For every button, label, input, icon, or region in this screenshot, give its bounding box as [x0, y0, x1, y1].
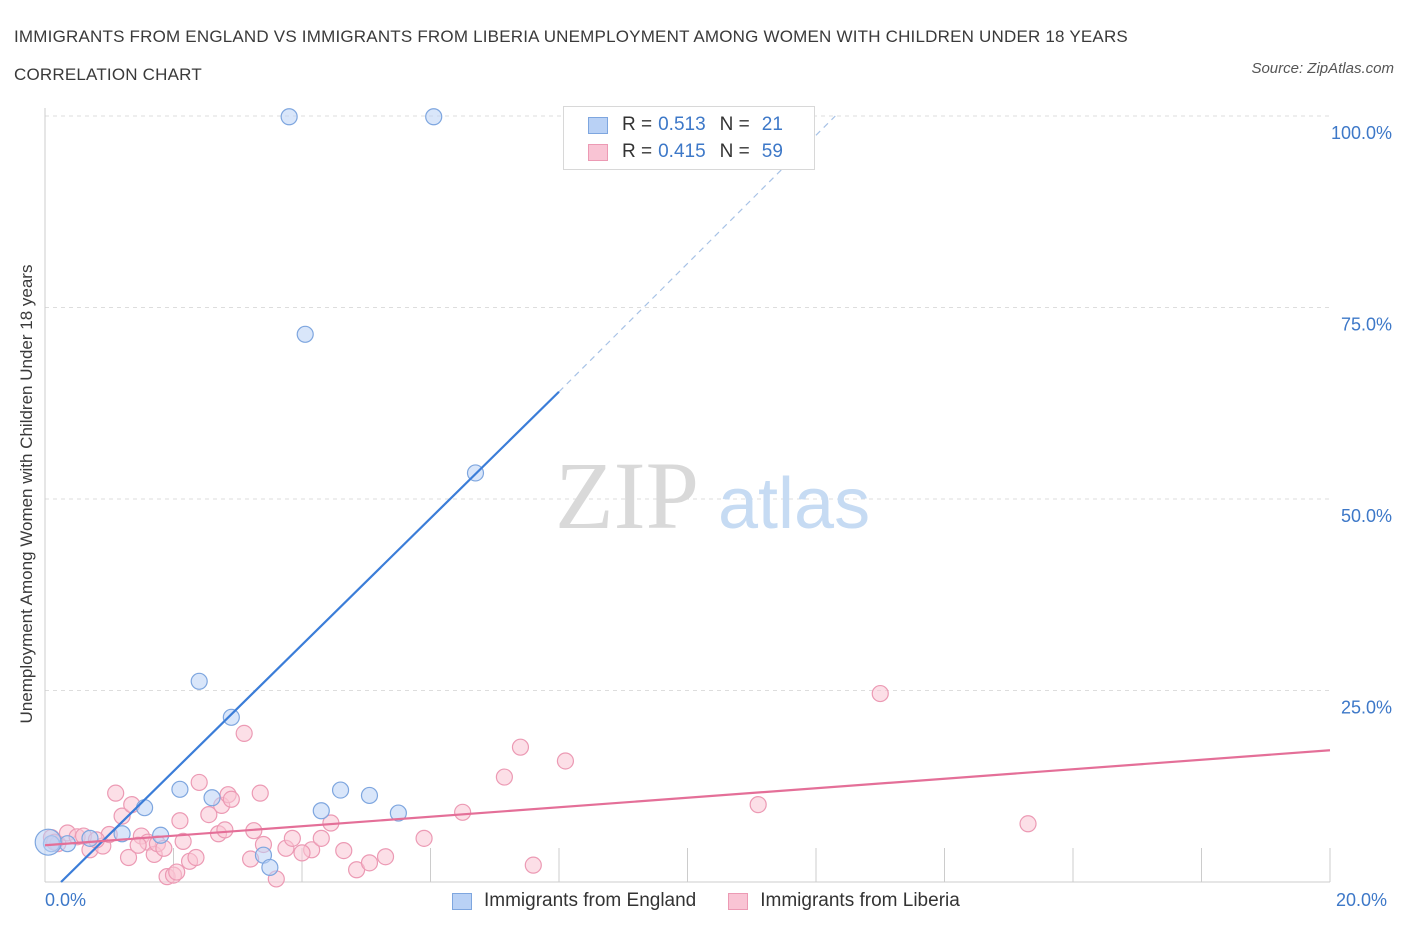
liberia-point: [495, 768, 513, 786]
england-point: [135, 799, 154, 817]
liberia-point: [119, 848, 138, 867]
england-point: [296, 325, 314, 343]
liberia-r-value: 0.415: [658, 141, 706, 162]
liberia-point: [222, 790, 240, 808]
liberia-n-value: 59: [761, 141, 783, 162]
england-point: [261, 858, 279, 877]
england-point: [113, 825, 131, 843]
liberia-point: [454, 803, 472, 821]
england-point: [190, 672, 208, 690]
liberia-point: [216, 821, 234, 839]
liberia-point: [113, 807, 131, 825]
england-point: [389, 804, 407, 822]
england-n-value: 21: [761, 114, 783, 135]
source-label: Source: ZipAtlas.com: [1251, 60, 1394, 77]
england-swatch: [588, 116, 608, 134]
liberia-point: [871, 684, 889, 703]
liberia-swatch: [588, 143, 608, 161]
england-point: [34, 828, 62, 856]
liberia-point: [171, 812, 189, 830]
trend-lines: [44, 115, 1331, 883]
watermark-zip: ZIP: [555, 442, 699, 549]
y-tick-label: 50.0%: [1341, 506, 1392, 526]
correlation-legend: R = 0.513 N = 21 R = 0.415 N = 59: [563, 106, 815, 170]
liberia-point: [235, 724, 253, 742]
england-point: [171, 780, 189, 798]
y-axis-label: Unemployment Among Women with Children U…: [17, 264, 36, 724]
liberia-point: [1019, 815, 1037, 833]
legend-row-liberia: R = 0.415 N = 59: [588, 140, 789, 164]
liberia-point: [556, 752, 575, 770]
series-england: [34, 108, 485, 877]
liberia-point: [511, 738, 530, 756]
england-point: [81, 829, 99, 847]
watermark: ZIP atlas: [555, 442, 870, 549]
liberia-point: [524, 856, 542, 874]
england-point: [280, 108, 298, 126]
legend-item-england: Immigrants from England: [452, 890, 696, 912]
liberia-point: [190, 773, 208, 792]
liberia-point: [251, 784, 269, 802]
england-legend-swatch: [452, 892, 472, 910]
y-tick-label: 75.0%: [1341, 315, 1392, 335]
series-legend: Immigrants from England Immigrants from …: [452, 890, 992, 912]
chart-title: IMMIGRANTS FROM ENGLAND VS IMMIGRANTS FR…: [14, 27, 1128, 84]
legend-item-liberia: Immigrants from Liberia: [728, 890, 960, 912]
watermark-atlas: atlas: [718, 464, 870, 544]
liberia-point: [187, 848, 205, 867]
england-trend-line: [60, 390, 560, 883]
liberia-point: [376, 848, 395, 866]
england-n-label: N =: [719, 114, 750, 135]
england-legend-label: Immigrants from England: [484, 890, 697, 911]
england-r-value: 0.513: [658, 114, 706, 135]
liberia-point: [283, 829, 301, 847]
england-point: [222, 708, 240, 726]
liberia-point: [168, 863, 186, 881]
liberia-point: [107, 784, 125, 802]
grid-lines: [45, 115, 1330, 691]
liberia-n-label: N =: [719, 141, 750, 162]
liberia-point: [312, 829, 330, 847]
x-tick-label-max: 20.0%: [1336, 890, 1388, 910]
series-liberia: [42, 684, 1037, 888]
y-tick-label: 100.0%: [1331, 123, 1392, 143]
liberia-trend-line: [44, 749, 1331, 847]
england-point: [425, 108, 443, 126]
x-tick-label-min: 0.0%: [45, 890, 87, 910]
liberia-point: [174, 832, 192, 851]
liberia-legend-label: Immigrants from Liberia: [760, 890, 960, 911]
liberia-point: [200, 805, 218, 824]
liberia-point: [129, 836, 147, 854]
england-r-label: R =: [622, 114, 653, 135]
england-point: [203, 789, 221, 807]
legend-row-england: R = 0.513 N = 21: [588, 113, 789, 137]
liberia-legend-swatch: [728, 892, 749, 910]
y-tick-label: 25.0%: [1341, 698, 1392, 718]
liberia-point: [749, 796, 767, 814]
england-point: [360, 786, 379, 805]
liberia-point: [293, 844, 311, 862]
england-point: [312, 802, 330, 820]
england-point: [331, 781, 350, 799]
liberia-point: [335, 841, 353, 860]
y-tick-labels: 25.0% 50.0% 75.0% 100.0%: [1331, 123, 1392, 718]
liberia-point: [360, 854, 379, 872]
liberia-point: [415, 829, 433, 847]
liberia-r-label: R =: [622, 141, 653, 162]
